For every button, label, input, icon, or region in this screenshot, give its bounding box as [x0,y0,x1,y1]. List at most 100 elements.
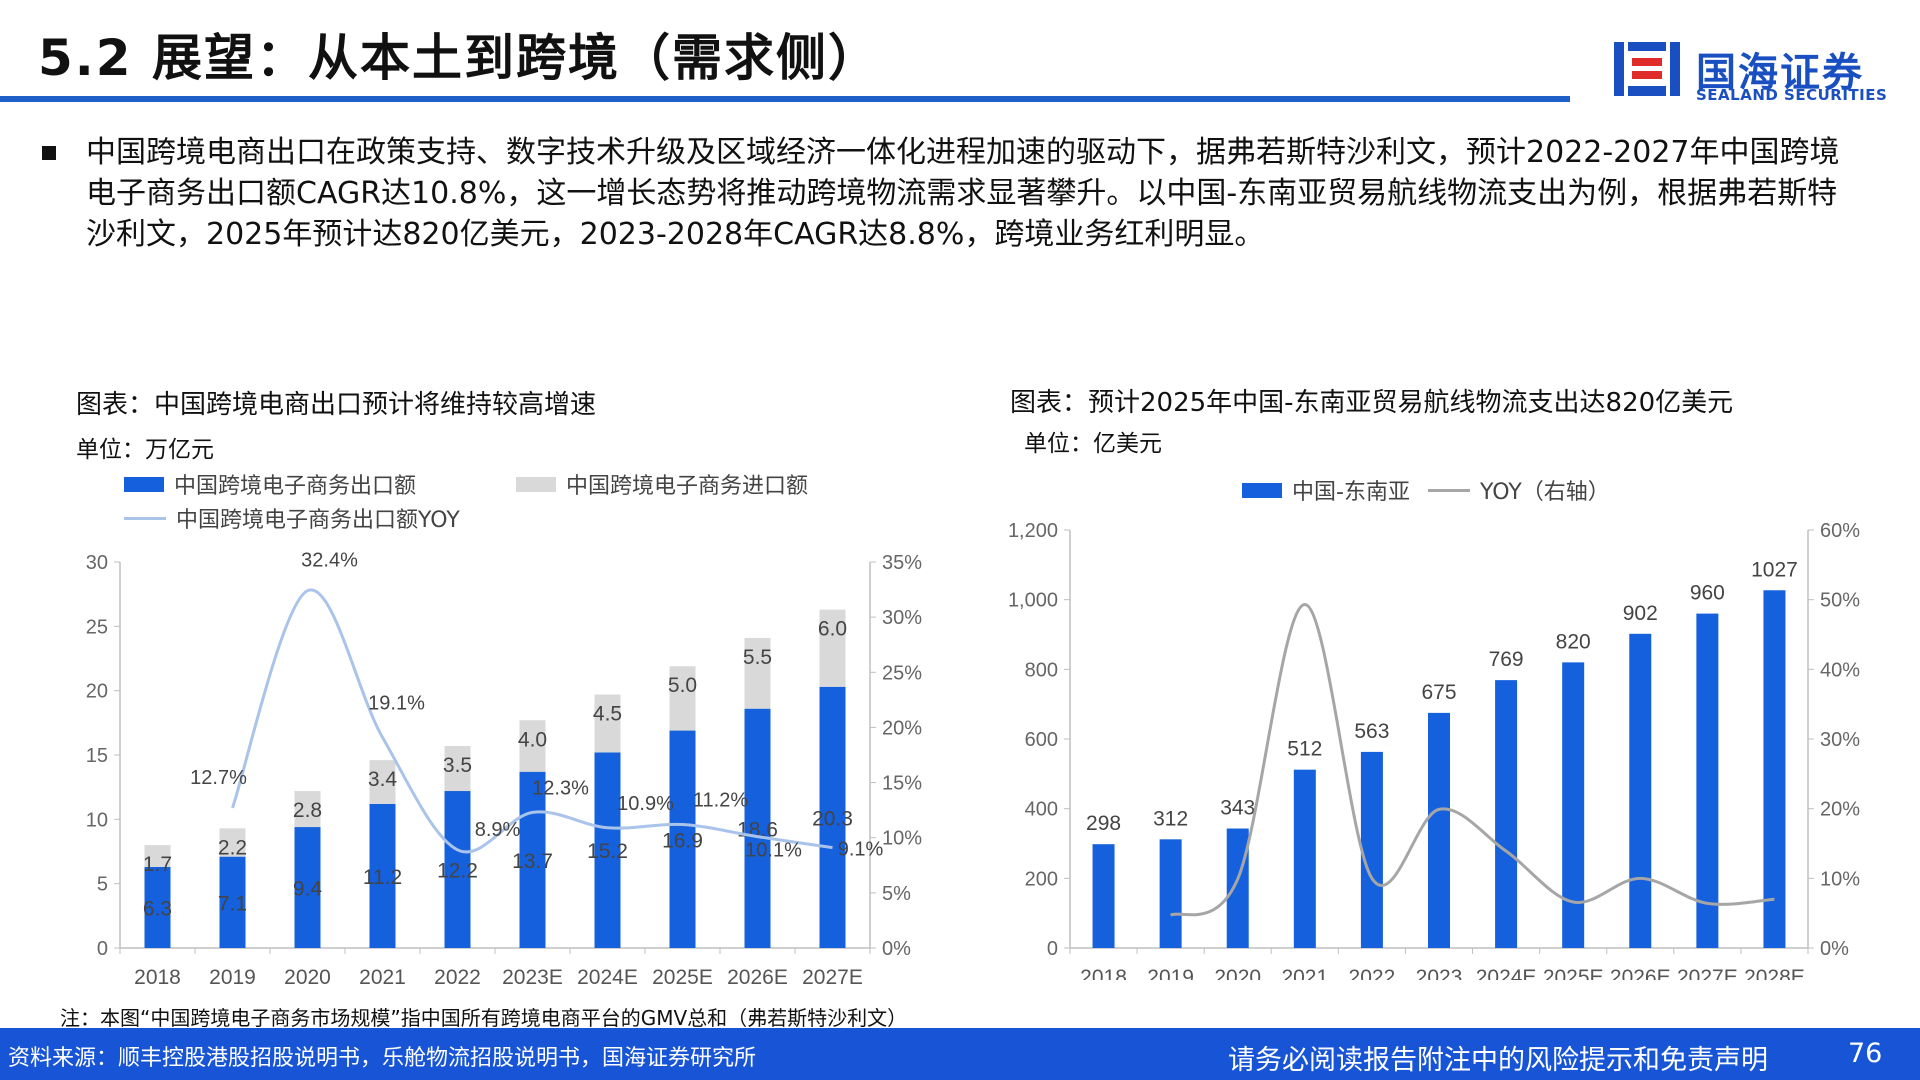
y-tick-label: 400 [1025,799,1058,821]
x-tick-label: 2023E [502,966,563,989]
data-label-export: 6.3 [143,897,172,920]
y2-tick-label: 0% [882,938,911,960]
chart2-title: 图表：预计2025年中国-东南亚贸易航线物流支出达820亿美元 [1010,388,1734,418]
bar-import [369,760,396,804]
chart1-plot: 0 5 10 15 20 25 30 0% 5% 10% 15% 20% 25% 30% 35% 2018 6.… [86,550,922,989]
bullet-paragraph: 中国跨境电商出口在政策支持、数字技术升级及区域经济一体化进程加速的驱动下，据弗若… [86,135,1840,252]
chart1-unit: 单位：万亿元 [76,437,214,463]
bar-import [594,694,621,753]
bar-import [294,791,321,828]
y2-tick-label: 20% [882,717,922,739]
data-label-bar: 675 [1421,681,1456,704]
y-tick-label: 600 [1025,729,1058,751]
legend-label-export: 中国跨境电子商务出口额 [174,474,417,499]
legend-swatch-export [124,476,164,492]
data-label-bar: 820 [1556,630,1591,653]
data-label-yoy: 19.1% [368,692,425,714]
data-label-bar: 1027 [1751,558,1798,581]
legend-swatch-bar [1242,482,1282,498]
x-tick-label: 2021 [359,966,406,989]
y-tick-label: 30 [86,552,108,574]
legend-swatch-yoy2 [1428,488,1470,492]
x-tick-label: 2022 [434,966,481,989]
bar-import [219,828,246,857]
data-label-bar: 512 [1287,738,1322,761]
chart1-legend-import: 中国跨境电子商务进口额 [516,468,808,500]
bar-import [744,637,771,709]
bar-sea [1428,712,1450,948]
y2-tick-label: 35% [882,552,922,574]
x-tick-label: 2018 [134,966,181,989]
chart2-unit: 单位：亿美元 [1024,431,1162,457]
x-tick-label: 2026E [1610,966,1671,980]
data-label-export: 20.3 [812,807,853,830]
y-tick-label: 25 [86,616,108,638]
data-label-import: 3.4 [368,768,398,791]
data-label-yoy: 10.1% [745,840,802,862]
x-tick-label: 2025E [652,966,713,989]
yoy-line [231,588,833,854]
data-label-bar: 312 [1153,807,1188,830]
data-label-import: 6.0 [818,618,847,641]
page-title: 5.2 展望：从本土到跨境（需求侧） [38,29,880,87]
sealand-logo-icon [1614,42,1680,96]
logo-text-en: SEALAND SECURITIES [1696,86,1888,104]
bar-import [444,745,471,792]
data-label-import: 2.2 [218,836,247,859]
footer-bar: 资料来源：顺丰控股港股招股说明书，乐舱物流招股说明书，国海证券研究所 请务必阅读… [0,1028,1920,1080]
bar-export [594,752,621,948]
y-tick-label: 15 [86,745,108,767]
data-label-export: 7.1 [218,892,247,915]
x-tick-label: 2019 [209,966,256,989]
chart1-title: 图表：中国跨境电商出口预计将维持较高增速 [76,390,597,420]
bar-sea [1696,613,1719,948]
chart2-legend-bar: 中国-东南亚 [1242,474,1410,506]
bar-sea [1360,751,1383,948]
y2-tick-label: 60% [1820,520,1860,542]
footer-disclaimer: 请务必阅读报告附注中的风险提示和免责声明 [1228,1045,1768,1076]
x-tick-label: 2024E [577,966,638,989]
y2-tick-label: 10% [1820,868,1860,890]
x-tick-label: 2027E [802,966,863,989]
sealand-logo: 国海证券 SEALAND SECURITIES [1612,38,1887,104]
y2-tick-label: 30% [1820,729,1860,751]
legend-label-yoy: 中国跨境电子商务出口额YOY [176,508,460,533]
bar-export [444,791,471,948]
data-label-yoy: 10.9% [617,793,674,815]
data-label-import: 4.0 [518,728,547,751]
data-label-bar: 343 [1220,797,1255,820]
bar-sea [1629,633,1652,948]
logo-text-cn: 国海证券 [1696,50,1864,96]
legend-label-import: 中国跨境电子商务进口额 [566,474,809,499]
yoy-line [1169,603,1775,917]
data-label-bar: 960 [1690,582,1725,605]
y2-tick-label: 5% [882,883,911,905]
chart1-legend-export: 中国跨境电子商务出口额 [124,468,416,500]
bar-sea [1293,769,1316,948]
data-label-import: 3.5 [443,754,472,777]
footer-source: 资料来源：顺丰控股港股招股说明书，乐舱物流招股说明书，国海证券研究所 [8,1046,757,1071]
x-tick-label: 2027E [1677,966,1738,980]
data-label-bar: 769 [1489,648,1524,671]
x-tick-label: 2026E [727,966,788,989]
data-label-export: 9.4 [293,878,323,901]
bar-sea [1092,844,1115,948]
chart2-legend-yoy: YOY（右轴） [1428,474,1610,506]
bar-export [144,866,171,948]
y-tick-label: 5 [97,874,108,896]
data-label-export: 15.2 [587,840,628,863]
chart2-plot: 0 200 400 600 800 1,000 1,200 0% 10% 20% 30% 40% 50%… [1008,520,1860,980]
bar-import [519,720,546,772]
chart-note: 注：本图“中国跨境电子商务市场规模”指中国所有跨境电商平台的GMV总和（弗若斯特… [60,1006,908,1030]
data-label-yoy: 11.2% [693,789,748,811]
page-number: 76 [1848,1038,1883,1069]
data-label-bar: 563 [1354,720,1389,743]
y-tick-label: 0 [1047,938,1058,960]
bar-export [744,708,771,948]
bar-export [294,827,321,948]
y-tick-label: 0 [97,938,108,960]
bar-sea [1226,828,1249,948]
data-label-export: 13.7 [512,850,553,873]
data-label-import: 5.5 [743,646,772,669]
data-label-yoy: 9.1% [838,839,884,861]
